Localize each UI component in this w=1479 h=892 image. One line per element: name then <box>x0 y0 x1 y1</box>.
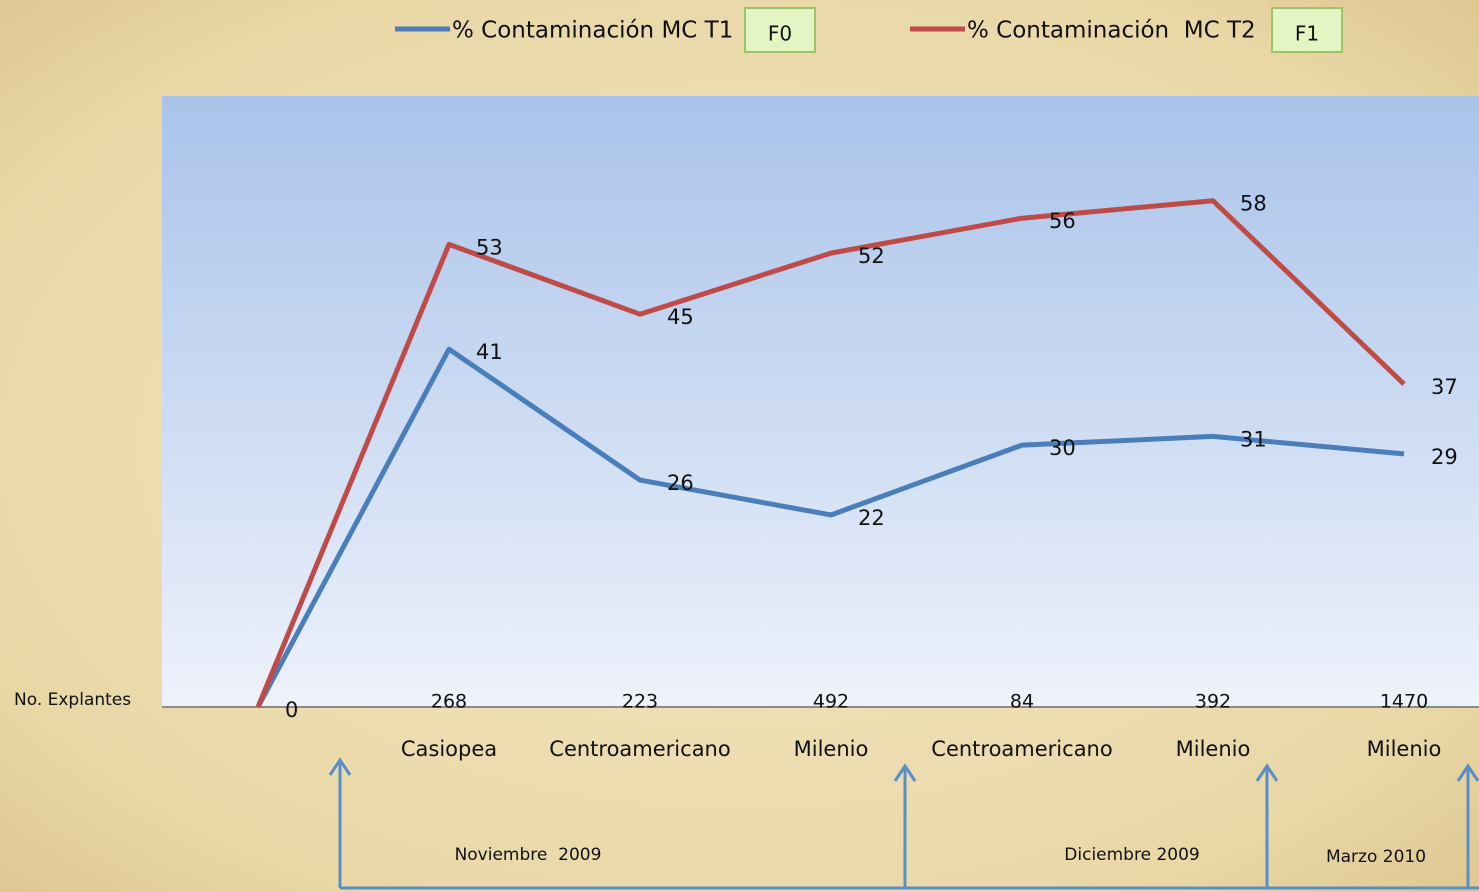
data-label: 0 <box>285 698 298 722</box>
data-label: 31 <box>1240 427 1267 451</box>
legend-tag: F0 <box>768 22 792 46</box>
data-label: 29 <box>1431 445 1458 469</box>
x-tick-label: Casiopea <box>401 737 497 761</box>
x-tick-label: Milenio <box>1176 737 1251 761</box>
data-label: 53 <box>476 235 503 259</box>
legend-label: % Contaminación MC T1 <box>452 18 733 44</box>
data-label: 56 <box>1049 209 1076 233</box>
plot-area <box>162 96 1479 707</box>
data-label: 22 <box>858 506 885 530</box>
period-label: Diciembre 2009 <box>1064 845 1199 865</box>
data-label: 41 <box>476 340 503 364</box>
period-label: Marzo 2010 <box>1326 847 1426 867</box>
x-tick-label: Centroamericano <box>549 737 730 761</box>
explants-value: 392 <box>1195 691 1231 713</box>
x-tick-label: Milenio <box>1367 737 1442 761</box>
x-tick-label: Milenio <box>794 737 869 761</box>
explants-value: 223 <box>622 691 658 713</box>
data-label: 30 <box>1049 436 1076 460</box>
data-label: 52 <box>858 244 885 268</box>
x-tick-label: Centroamericano <box>931 737 1112 761</box>
period-label: Noviembre 2009 <box>455 845 602 865</box>
data-label: 45 <box>667 305 694 329</box>
data-label: 26 <box>667 471 694 495</box>
legend-label: % Contaminación MC T2 <box>967 18 1256 44</box>
legend-tag: F1 <box>1295 22 1319 46</box>
data-label: 37 <box>1431 375 1458 399</box>
explants-label: No. Explantes <box>14 690 131 710</box>
explants-value: 1470 <box>1380 691 1428 713</box>
explants-value: 492 <box>813 691 849 713</box>
data-label: 58 <box>1240 192 1267 216</box>
explants-value: 268 <box>431 691 467 713</box>
explants-value: 84 <box>1010 691 1034 713</box>
chart: F0 F1 No. Explantes Noviembre 2009 Dicie… <box>0 0 1479 892</box>
